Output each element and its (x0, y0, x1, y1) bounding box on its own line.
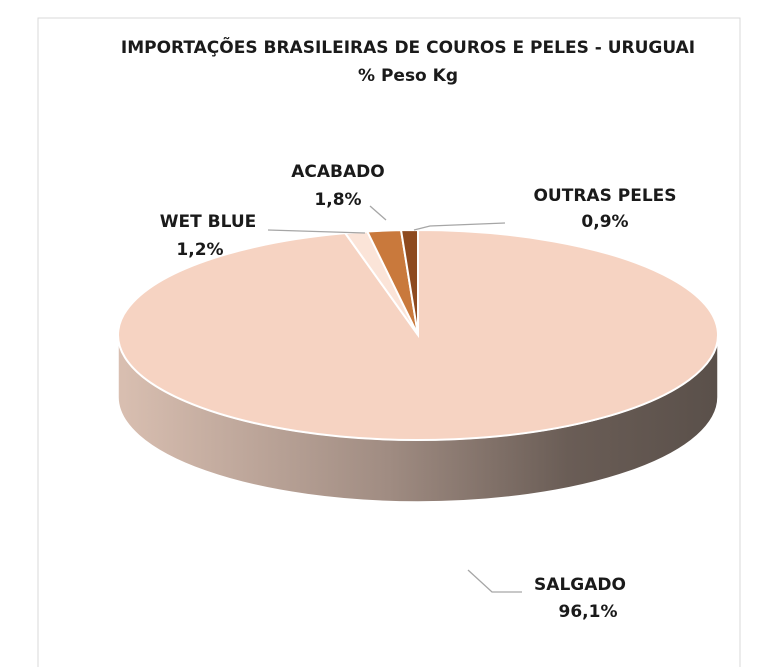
leader-line (413, 222, 506, 231)
category-label: SALGADO (534, 575, 626, 595)
leader-line (467, 569, 522, 593)
category-label: WET BLUE (160, 212, 256, 232)
category-label: OUTRAS PELES (533, 186, 676, 206)
value-label: 1,2% (176, 240, 223, 260)
leader-line (369, 205, 387, 221)
chart-subtitle: % Peso Kg (358, 66, 458, 86)
value-label: 96,1% (559, 602, 618, 622)
leader-line (267, 229, 366, 234)
value-label: 0,9% (581, 212, 628, 232)
chart-title: IMPORTAÇÕES BRASILEIRAS DE COUROS E PELE… (121, 35, 695, 58)
category-label: ACABADO (291, 162, 384, 182)
value-label: 1,8% (314, 190, 361, 210)
pie-slice (399, 228, 419, 336)
